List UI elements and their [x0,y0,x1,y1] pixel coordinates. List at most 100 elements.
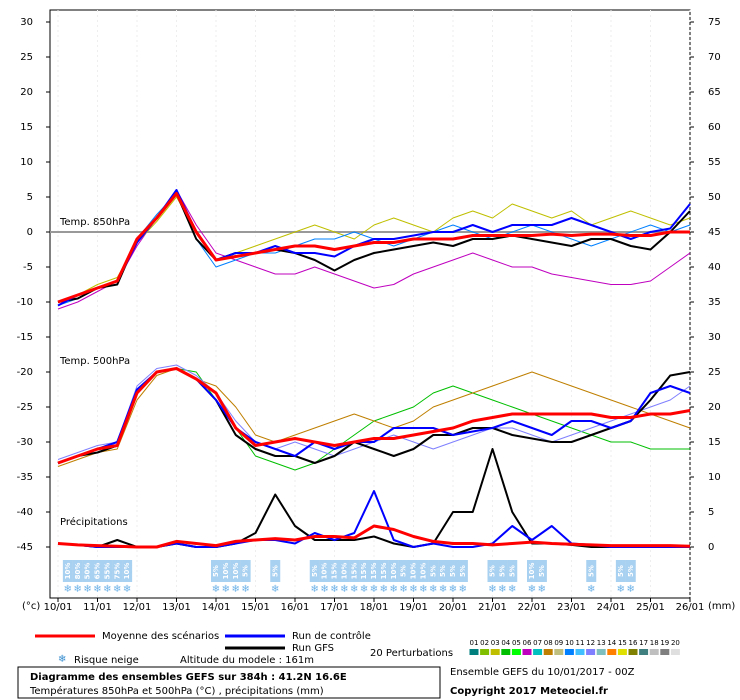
snow-label: 5% [627,565,635,577]
snow-box [438,560,449,582]
snow-label: 5% [439,565,447,577]
x-tick-label: 12/01 [123,602,152,613]
y-tick-label: -35 [17,472,33,483]
run-info: Ensemble GEFS du 10/01/2017 - 00Z [450,667,635,678]
perturbation-swatch [575,649,585,655]
y2-tick-label: 75 [708,17,721,28]
snow-box [507,560,518,582]
snow-box [398,560,409,582]
snow-box [102,560,113,582]
snow-box [497,560,508,582]
x-tick-label: 13/01 [162,602,191,613]
snow-label: 15% [360,563,368,580]
perturbation-swatch [543,649,553,655]
legend-control: Run de contrôle [292,630,371,642]
perturbation-swatch [607,649,617,655]
snow-icon: ❄ [409,584,417,595]
snow-box [408,560,419,582]
snow-box [586,560,597,582]
snow-box [418,560,429,582]
snow-icon: ❄ [498,584,506,595]
snow-label: 5% [242,565,250,577]
snow-icon: ❄ [508,584,516,595]
snow-icon: ❄ [459,584,467,595]
snow-box [615,560,626,582]
snow-label: 10% [410,563,418,580]
perturbation-swatch [564,649,574,655]
snow-icon: ❄ [390,584,398,595]
perturbation-swatch [628,649,638,655]
snow-icon: ❄ [370,584,378,595]
y2-tick-label: 25 [708,367,721,378]
x-tick-label: 10/01 [44,602,73,613]
snow-label: 5% [271,565,279,577]
subtitle: Températures 850hPa et 500hPa (°C) , pré… [29,685,324,697]
y-tick-label: 10 [20,157,33,168]
snow-label: 5% [508,565,516,577]
legend-mean: Moyenne des scénarios [102,630,219,642]
perturbation-number: 09 [554,639,563,647]
snow-icon: ❄ [488,584,496,595]
perturbation-number: 17 [639,639,648,647]
x-tick-label: 21/01 [478,602,507,613]
snow-box [211,560,221,582]
snow-label: 10% [419,563,427,580]
snow-box [220,560,231,582]
perturbations-label: 20 Perturbations [370,648,453,659]
snow-icon: ❄ [222,584,230,595]
y2-tick-label: 60 [708,122,721,133]
perturbation-number: 16 [629,639,638,647]
snow-icon: ❄ [617,584,625,595]
x-tick-label: 14/01 [202,602,231,613]
snow-icon: ❄ [58,654,66,665]
y-tick-label: -45 [17,542,33,553]
snow-icon: ❄ [449,584,457,595]
snow-icon: ❄ [340,584,348,595]
snow-box [62,560,73,582]
snow-icon: ❄ [587,584,595,595]
perturbation-number: 08 [544,639,553,647]
y2-tick-label: 40 [708,262,721,273]
label-500: Temp. 500hPa [59,356,130,367]
snow-icon: ❄ [380,584,388,595]
y2-unit: (mm) [708,601,735,612]
perturbation-swatch [469,649,479,655]
perturbation-swatch [596,649,606,655]
perturbation-number: 14 [607,639,616,647]
label-precip: Précipitations [60,516,128,528]
snow-box [72,560,83,582]
snow-box [487,560,498,582]
perturbation-number: 18 [650,639,659,647]
snow-label: 5% [400,565,408,577]
series-line [57,524,691,549]
x-tick-label: 24/01 [597,602,626,613]
perturbation-swatch [660,649,670,655]
y-tick-label: 20 [20,87,33,98]
snow-icon: ❄ [83,584,91,595]
perturbation-swatch [639,649,649,655]
perturbation-number: 01 [470,639,479,647]
y2-tick-label: 50 [708,192,721,203]
y-tick-label: -20 [17,367,33,378]
snow-icon: ❄ [419,584,427,595]
legend-snow: Risque neige [74,655,139,666]
snow-box [428,560,439,582]
y2-tick-label: 70 [708,52,721,63]
snow-box [112,560,123,582]
snow-box [388,560,399,582]
snow-label: 5% [311,565,319,577]
x-tick-label: 17/01 [320,602,349,613]
x-tick-label: 15/01 [241,602,270,613]
snow-label: 10% [123,563,131,580]
snow-box [319,560,330,582]
snow-icon: ❄ [439,584,447,595]
snow-icon: ❄ [330,584,338,595]
perturbation-swatch [670,649,680,655]
x-tick-label: 26/01 [676,602,705,613]
snow-icon: ❄ [320,584,328,595]
snow-icon: ❄ [123,584,131,595]
y2-tick-label: 0 [708,542,714,553]
perturbation-swatch [617,649,627,655]
snow-box [369,560,379,582]
snow-box [457,560,468,582]
